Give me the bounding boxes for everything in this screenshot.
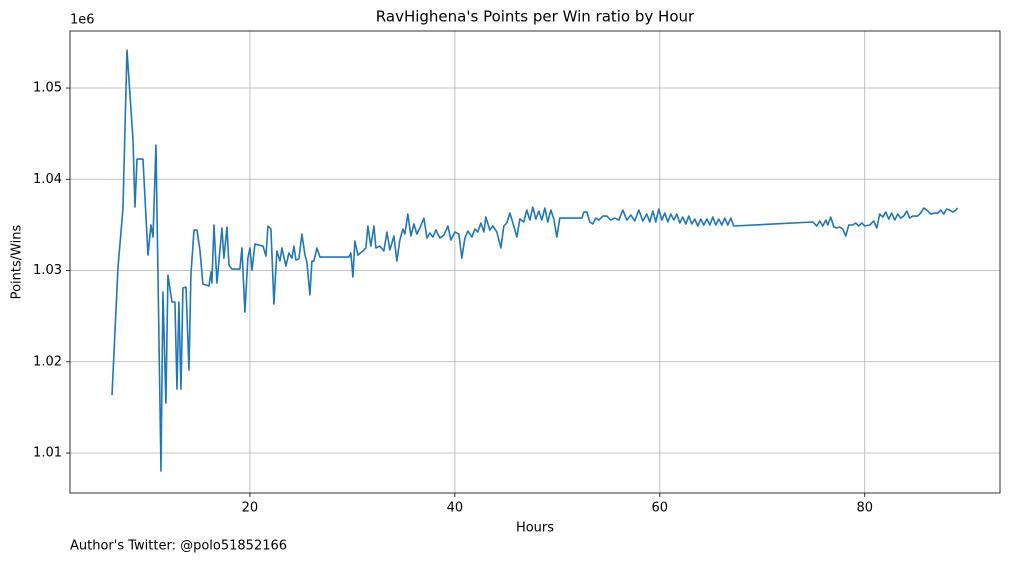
y-offset-label: 1e6 (70, 13, 95, 28)
y-axis-label: Points/Wins (10, 224, 25, 299)
x-tick-label: 60 (652, 501, 669, 516)
footnote: Author's Twitter: @polo51852166 (70, 539, 287, 554)
y-tick-label: 1.03 (33, 263, 62, 278)
y-tick-label: 1.02 (33, 354, 62, 369)
x-tick-label: 20 (242, 501, 259, 516)
chart-title: RavHighena's Points per Win ratio by Hou… (376, 8, 695, 26)
y-tick-label: 1.04 (33, 172, 62, 187)
x-tick-label: 80 (856, 501, 873, 516)
y-tick-label: 1.05 (33, 81, 62, 96)
plot-frame (69, 30, 1001, 494)
x-tick-label: 40 (447, 501, 464, 516)
x-axis-label: Hours (516, 521, 554, 536)
y-tick-label: 1.01 (33, 446, 62, 461)
data-line (111, 49, 959, 472)
